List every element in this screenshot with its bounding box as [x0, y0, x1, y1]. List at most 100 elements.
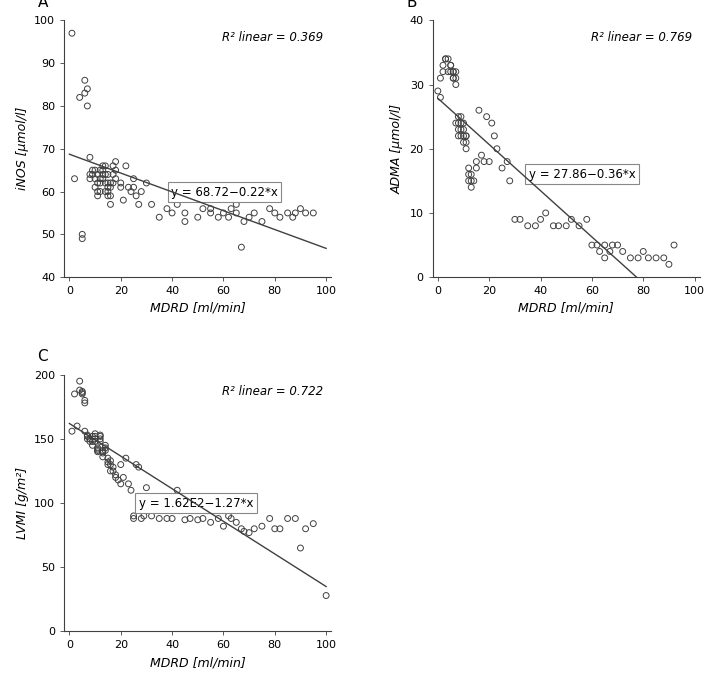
- Point: [107, 466, 119, 477]
- Point: [458, 130, 469, 141]
- Point: [443, 67, 454, 77]
- Point: [92, 443, 104, 454]
- Point: [97, 165, 109, 176]
- Point: [107, 177, 119, 188]
- Point: [226, 513, 237, 524]
- Point: [437, 60, 448, 71]
- Point: [125, 186, 136, 197]
- Point: [171, 199, 183, 210]
- Y-axis label: iNOS [µmol/l]: iNOS [µmol/l]: [16, 107, 29, 190]
- Point: [456, 117, 467, 128]
- Point: [192, 515, 203, 526]
- Point: [226, 203, 237, 214]
- Point: [466, 175, 477, 186]
- Point: [256, 521, 268, 532]
- Point: [92, 190, 104, 201]
- Point: [87, 436, 99, 447]
- Point: [295, 543, 306, 553]
- Point: [102, 182, 114, 193]
- Point: [264, 513, 276, 524]
- Point: [81, 100, 93, 111]
- Point: [94, 177, 106, 188]
- Point: [435, 73, 446, 84]
- Point: [443, 54, 454, 65]
- Point: [105, 199, 116, 210]
- Point: [89, 436, 101, 447]
- Point: [97, 169, 109, 180]
- Point: [231, 208, 242, 219]
- Point: [213, 513, 224, 524]
- Point: [456, 130, 467, 141]
- Text: y = 68.72−0.22*x: y = 68.72−0.22*x: [171, 186, 278, 199]
- Point: [663, 259, 675, 270]
- Point: [89, 428, 101, 439]
- Point: [450, 73, 461, 84]
- Point: [594, 246, 605, 257]
- Point: [171, 485, 183, 496]
- X-axis label: MDRD [ml/min]: MDRD [ml/min]: [150, 656, 246, 669]
- Point: [650, 253, 662, 263]
- Point: [102, 169, 114, 180]
- Point: [115, 177, 126, 188]
- Point: [461, 130, 472, 141]
- Point: [300, 208, 311, 219]
- Point: [166, 208, 178, 219]
- Point: [450, 67, 461, 77]
- Point: [290, 208, 301, 219]
- Point: [84, 433, 96, 444]
- Point: [496, 162, 508, 173]
- Point: [218, 521, 229, 532]
- Point: [84, 152, 96, 163]
- Point: [453, 124, 464, 135]
- Point: [231, 517, 242, 528]
- Point: [100, 186, 111, 197]
- Point: [94, 431, 106, 442]
- Point: [76, 388, 88, 399]
- Point: [97, 445, 109, 456]
- Point: [69, 388, 80, 399]
- Point: [87, 431, 99, 442]
- Point: [591, 240, 603, 251]
- Point: [274, 212, 286, 223]
- Point: [89, 431, 101, 442]
- Point: [638, 246, 649, 257]
- Point: [248, 208, 260, 219]
- Point: [102, 177, 114, 188]
- Point: [476, 150, 487, 161]
- Point: [94, 173, 106, 184]
- Point: [161, 203, 173, 214]
- Point: [179, 208, 191, 219]
- Point: [231, 199, 242, 210]
- Point: [471, 156, 482, 167]
- Point: [236, 242, 247, 253]
- Point: [453, 130, 464, 141]
- Point: [133, 462, 144, 473]
- Point: [118, 195, 129, 206]
- Point: [607, 240, 618, 251]
- Point: [110, 156, 121, 167]
- Point: [118, 472, 129, 483]
- Point: [76, 229, 88, 240]
- Point: [295, 203, 306, 214]
- Point: [66, 426, 78, 437]
- Point: [197, 513, 208, 524]
- Point: [87, 440, 99, 451]
- Point: [105, 177, 116, 188]
- Point: [461, 130, 472, 141]
- Point: [97, 447, 109, 458]
- Point: [74, 375, 86, 386]
- Point: [535, 214, 546, 225]
- Point: [76, 387, 88, 398]
- Point: [617, 246, 628, 257]
- Point: [81, 84, 93, 94]
- Point: [131, 459, 142, 470]
- Point: [107, 169, 119, 180]
- Point: [100, 445, 111, 456]
- Point: [89, 173, 101, 184]
- Point: [100, 440, 111, 451]
- Point: [282, 208, 293, 219]
- Point: [110, 472, 121, 483]
- Y-axis label: LVMI [g/m²]: LVMI [g/m²]: [16, 467, 29, 539]
- Point: [468, 175, 480, 186]
- Point: [205, 517, 216, 528]
